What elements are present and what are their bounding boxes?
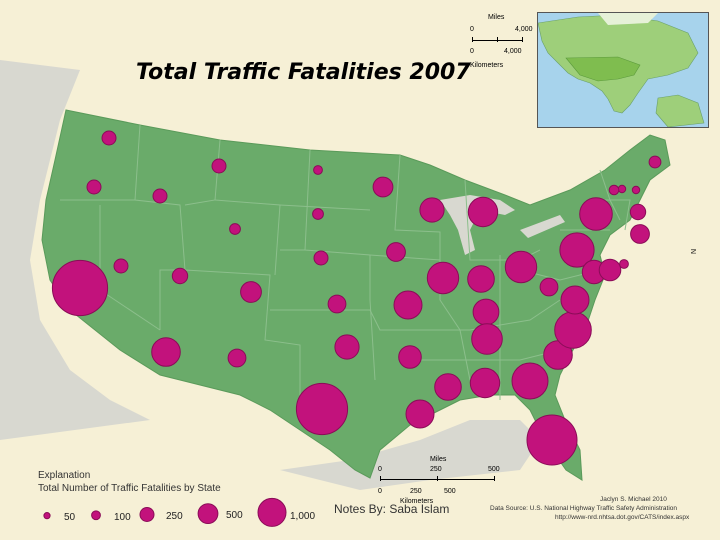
legend-symbol-100 [91,510,101,521]
fatality-symbol-arkansas [398,345,422,369]
gulf-of-mexico [280,420,540,490]
fatality-symbol-new-york [579,197,613,231]
inset-map-graphic [538,13,705,127]
fatality-symbol-ohio [504,250,538,284]
legend-label-1000: 1,000 [290,511,316,522]
fatality-symbol-massachusetts [630,224,650,244]
fatality-symbol-new-hampshire [608,184,620,196]
fatality-symbol-nebraska [313,250,329,266]
scale-bottom-miles-tick-1: 250 [430,466,442,473]
legend-subheading: Total Number of Traffic Fatalities by St… [38,483,221,494]
scale-tick [380,476,381,481]
scale-bottom-miles-tick-2: 500 [488,466,500,473]
legend: Explanation Total Number of Traffic Fata… [38,470,338,530]
scale-km-tick-1: 4,000 [504,48,522,55]
credit-source: Data Source: U.S. National Highway Traff… [490,505,678,512]
scale-miles-tick-0: 0 [470,26,474,33]
scale-tick [522,37,523,42]
fatality-symbol-kentucky [472,298,500,326]
legend-heading: Explanation [38,470,91,481]
legend-symbol-250 [139,507,155,522]
fatality-symbol-pennsylvania [559,232,595,268]
fatality-symbol-tennessee [471,323,503,355]
scale-bottom-miles-label: Miles [430,456,447,463]
scale-tick [437,476,438,481]
legend-label-250: 250 [166,511,183,522]
scale-bar-top: Miles 0 4,000 0 4,000 Kilometers [460,10,540,74]
scale-bottom-km-label: Kilometers [400,498,434,505]
state-borders [60,124,631,420]
fatality-symbol-delaware [619,259,629,269]
fatality-symbol-iowa [386,242,406,262]
fatality-symbol-vermont [631,185,641,195]
legend-symbol-50 [43,512,51,520]
lake-erie [520,215,565,238]
legend-symbols [43,497,287,527]
fatality-symbol-wisconsin [419,197,445,223]
legend-symbol-500 [197,503,219,525]
fatality-symbol-rhode-island [617,184,627,194]
fatality-symbol-california [51,259,109,317]
scale-miles-label: Miles [488,14,505,21]
credit-author: Jaclyn S. Michael 2010 [600,496,667,503]
scale-bottom-miles-tick-0: 0 [378,466,382,473]
legend-label-500: 500 [226,510,243,521]
legend-label-100: 100 [114,512,131,523]
fatality-symbol-montana [211,158,227,174]
inset-map [537,12,709,128]
scale-tick [494,476,495,481]
map-title: Total Traffic Fatalities 2007 [136,60,471,85]
fatality-symbol-idaho [152,188,168,204]
fatality-symbol-arizona [151,337,181,367]
fatality-symbol-south-dakota [312,208,324,220]
scale-bottom-km-tick-0: 0 [378,488,382,495]
fatality-symbol-oregon [86,179,102,195]
scale-miles-tick-1: 4,000 [515,26,533,33]
fatality-symbol-oklahoma [334,334,360,360]
fatality-symbol-north-carolina [554,311,592,349]
scale-tick [472,37,473,42]
fatality-symbol-maryland [598,258,622,282]
credit-url: http://www-nrd.nhtsa.dot.gov/CATS/index.… [555,514,690,521]
fatality-symbol-virginia [560,285,590,315]
fatality-symbol-wyoming [229,223,241,235]
fatality-symbol-north-dakota [313,165,323,175]
scale-km-label: Kilometers [470,62,504,69]
fatality-symbol-washington [101,130,117,146]
fatality-symbol-indiana [467,265,495,293]
fatality-symbol-louisiana [405,399,435,429]
footer-note: Notes By: Saba Islam [334,502,450,516]
fatality-symbol-utah [171,267,189,285]
legend-label-50: 50 [64,512,76,523]
north-arrow: N [691,248,699,255]
fatality-symbol-florida [526,414,578,466]
fatality-symbol-mississippi [434,373,462,401]
fatality-symbol-alabama [469,367,501,399]
fatality-symbol-texas [295,382,349,436]
scale-bottom-km-tick-2: 500 [444,488,456,495]
fatality-symbol-colorado [240,281,262,303]
fatality-symbol-missouri [393,290,423,320]
legend-symbol-1000 [257,497,287,527]
fatality-symbol-kansas [327,294,347,314]
pacific-ocean [0,60,150,440]
fatality-symbol-connecticut [629,203,647,221]
fatality-symbol-minnesota [372,176,394,198]
fatality-symbol-new-mexico [227,348,247,368]
scale-km-tick-0: 0 [470,48,474,55]
fatality-symbol-maine [648,155,662,169]
scale-bar-bottom: Miles 0 250 500 0 250 500 Kilometers [372,452,502,508]
scale-bottom-km-tick-1: 250 [410,488,422,495]
fatality-symbols [51,130,662,466]
fatality-symbol-illinois [426,261,460,295]
fatality-symbol-georgia [511,362,549,400]
scale-tick [497,37,498,42]
fatality-symbol-nevada [113,258,129,274]
fatality-symbol-west-virginia [539,277,559,297]
fatality-symbol-michigan [467,196,499,228]
